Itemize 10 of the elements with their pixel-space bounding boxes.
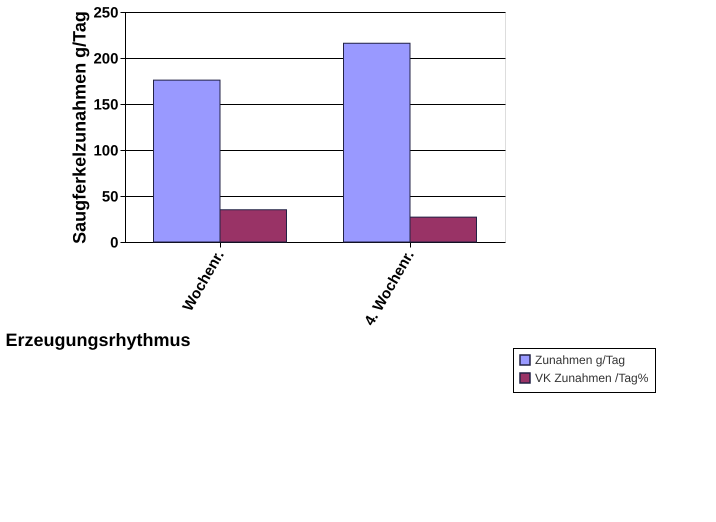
y-tick-label: 50 <box>102 188 118 206</box>
y-tick-label: 150 <box>93 96 118 114</box>
x-axis-title: Erzeugungsrhythmus <box>6 330 191 350</box>
y-tick-label: 200 <box>93 50 118 68</box>
y-tick-label: 100 <box>93 142 118 160</box>
legend-label: Zunahmen g/Tag <box>535 353 626 367</box>
y-axis-title: Saugferkelzunahmen g/Tag <box>69 11 90 244</box>
legend-label: VK Zunahmen /Tag% <box>535 371 649 385</box>
y-tick-label: 0 <box>110 234 118 252</box>
y-tick-label: 250 <box>93 4 118 22</box>
